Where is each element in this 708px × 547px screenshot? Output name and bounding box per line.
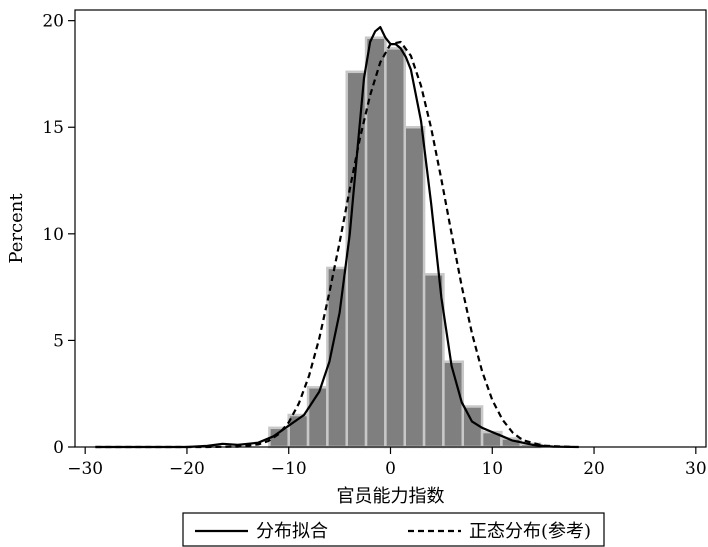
histogram-bar-7: [403, 125, 426, 449]
x-tick-label-3: 0: [385, 459, 396, 479]
x-axis: −30 −20 −10 0 10 20 30: [67, 447, 707, 479]
density-curves: [95, 26, 579, 449]
y-tick-label-3: 15: [42, 118, 64, 138]
y-axis: 0 5 10 15 20: [42, 12, 75, 458]
y-axis-title: Percent: [6, 193, 27, 264]
legend-box: [182, 512, 605, 547]
histogram-bar-4: [345, 70, 368, 449]
histogram-bar-2: [306, 386, 329, 449]
histogram-bar-6: [384, 47, 406, 449]
legend: 分布拟合 正态分布(参考): [182, 512, 605, 547]
x-tick-label-0: −30: [67, 459, 103, 479]
histogram-bar-8: [422, 273, 445, 449]
histogram-bars: [268, 36, 542, 449]
x-axis-title: 官员能力指数: [337, 486, 445, 507]
x-tick-label-1: −20: [169, 459, 205, 479]
normal-reference-curve: [95, 40, 574, 449]
x-tick-label-2: −10: [271, 459, 307, 479]
x-tick-label-5: 20: [583, 459, 605, 479]
fitted-distribution-curve: [95, 26, 579, 449]
y-tick-label-4: 20: [42, 12, 64, 32]
legend-label-normal: 正态分布(参考): [469, 521, 591, 542]
y-tick-label-1: 5: [53, 331, 64, 351]
legend-label-fit: 分布拟合: [256, 521, 328, 542]
y-tick-label-2: 10: [42, 225, 64, 245]
y-tick-label-0: 0: [53, 438, 64, 458]
x-tick-label-4: 10: [481, 459, 503, 479]
x-tick-label-6: 30: [685, 459, 707, 479]
